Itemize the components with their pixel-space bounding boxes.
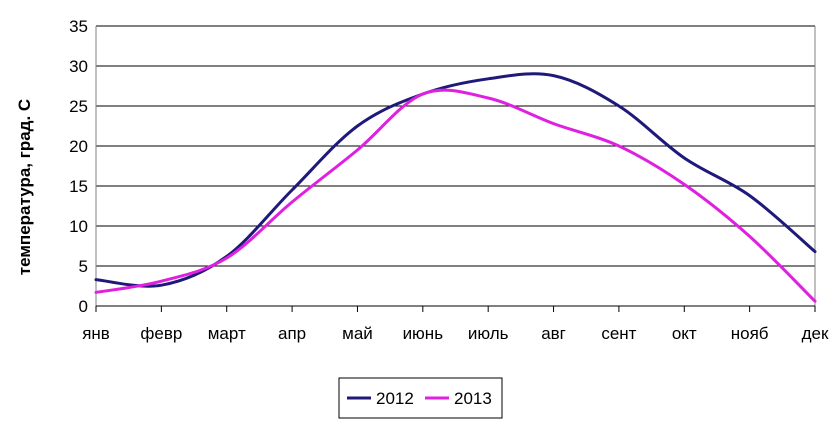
x-tick-label: июль — [468, 324, 509, 343]
y-tick-label: 30 — [69, 57, 88, 76]
y-tick-label: 35 — [69, 17, 88, 36]
y-tick-label: 25 — [69, 97, 88, 116]
y-tick-label: 0 — [79, 297, 88, 316]
x-tick-label: янв — [82, 324, 110, 343]
legend-label-2012: 2012 — [376, 389, 414, 408]
x-tick-label: авг — [541, 324, 566, 343]
y-tick-label: 5 — [79, 257, 88, 276]
grid-layer — [96, 25, 815, 307]
x-tick-label: апр — [278, 324, 306, 343]
x-tick-label: окт — [672, 324, 697, 343]
x-tick-label: сент — [601, 324, 636, 343]
y-tick-label: 15 — [69, 177, 88, 196]
legend: 2012 2013 — [338, 377, 503, 419]
x-tick-label: март — [208, 324, 246, 343]
x-tick-label: май — [342, 324, 373, 343]
legend-label-2013: 2013 — [454, 389, 492, 408]
x-tick-label: февр — [140, 324, 182, 343]
y-tick-label: 10 — [69, 217, 88, 236]
axis-layer — [95, 26, 816, 312]
y-tick-label: 20 — [69, 137, 88, 156]
x-tick-label: дек — [802, 324, 829, 343]
series-layer — [94, 72, 817, 303]
series-line-2013 — [94, 88, 817, 303]
label-layer: 0 5 10 15 20 25 30 35 янв февр март апр май июнь июль а… — [69, 17, 829, 343]
y-axis-label: температура, град. С — [15, 99, 34, 275]
x-tick-label: июнь — [403, 324, 444, 343]
x-tick-label: нояб — [731, 324, 769, 343]
